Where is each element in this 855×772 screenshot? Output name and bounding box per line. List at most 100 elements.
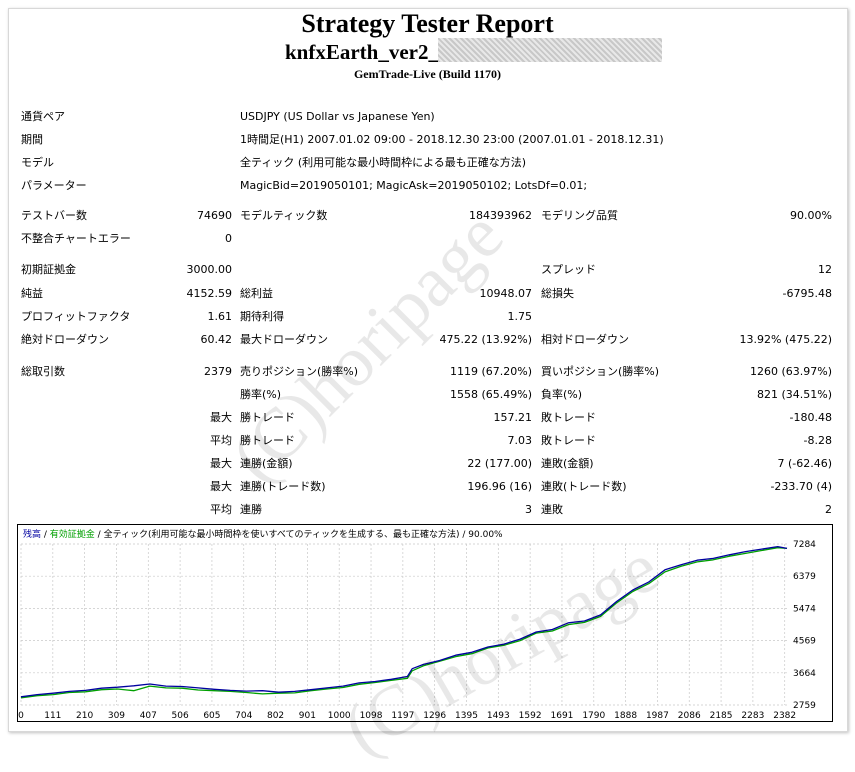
model-label: モデル <box>21 156 54 169</box>
deposit-label: 初期証拠金 <box>21 263 76 276</box>
mismatch-value: 0 <box>225 232 232 245</box>
x-tick-label: 1395 <box>455 711 478 721</box>
ea-name: knfxEarth_ver2_ <box>285 40 439 64</box>
max-consec-wins-value: 22 (177.00) <box>467 457 532 470</box>
y-tick-label: 7284 <box>793 540 816 550</box>
x-tick-label: 1888 <box>614 711 637 721</box>
long-label: 買いポジション(勝率%) <box>541 365 660 378</box>
model-value: 全ティック (利用可能な最小時間枠による最も正確な方法) <box>240 156 527 169</box>
avg-label-2: 平均 <box>210 503 232 516</box>
balance-line <box>20 545 788 698</box>
largest-win-label: 勝トレード <box>240 411 295 424</box>
avg-consec-wins-value: 3 <box>525 503 532 516</box>
legend-equity: 有効証拠金 <box>50 528 95 540</box>
y-tick-label: 4569 <box>793 637 816 647</box>
params-value: MagicBid=2019050101; MagicAsk=2019050102… <box>240 179 588 192</box>
server-name: GemTrade-Live (Build 1170) <box>353 67 502 81</box>
y-tick-label: 5474 <box>793 604 816 614</box>
rel-dd-value: 13.92% (475.22) <box>739 333 832 346</box>
trades-value: 2379 <box>204 365 232 378</box>
abs-dd-label: 絶対ドローダウン <box>21 333 109 346</box>
x-tick-label: 1987 <box>646 711 669 721</box>
max-consec-loss-label: 連敗(トレード数) <box>541 480 627 493</box>
net-value: 4152.59 <box>186 287 233 300</box>
pair-value: USDJPY (US Dollar vs Japanese Yen) <box>240 110 435 123</box>
x-tick-label: 802 <box>267 711 284 721</box>
bars-value: 74690 <box>197 209 232 222</box>
period-value: 1時間足(H1) 2007.01.02 09:00 - 2018.12.30 2… <box>240 133 664 146</box>
max-consec-profit-value: 196.96 (16) <box>467 480 532 493</box>
quality-label: モデリング品質 <box>541 209 618 222</box>
x-tick-label: 111 <box>44 711 61 721</box>
gross-loss-label: 総損失 <box>541 287 574 300</box>
x-tick-label: 0 <box>18 711 24 721</box>
abs-dd-value: 60.42 <box>200 333 233 346</box>
max-consec-profit-label: 連勝(トレード数) <box>240 480 326 493</box>
avg-label-1: 平均 <box>210 434 232 447</box>
chart-border <box>17 524 833 722</box>
x-axis-ticks: 0 111 210 309 407 506 605 704 802 901 1000 1098 1197… <box>18 711 796 721</box>
chart-grid <box>20 543 787 706</box>
redacted-block <box>438 38 662 62</box>
avg-loss-value: -8.28 <box>803 434 832 447</box>
x-tick-label: 2283 <box>741 711 764 721</box>
spread-label: スプレッド <box>541 263 596 276</box>
expected-value: 1.75 <box>507 310 533 323</box>
avg-consec-wins-label: 連勝 <box>240 503 262 516</box>
x-tick-label: 1691 <box>551 711 574 721</box>
chart-series <box>20 545 788 699</box>
x-tick-label: 605 <box>203 711 220 721</box>
avg-win-label: 勝トレード <box>240 434 295 447</box>
x-tick-label: 2086 <box>678 711 701 721</box>
legend-balance: 残高 <box>23 528 41 540</box>
period-label: 期間 <box>21 133 43 146</box>
x-tick-label: 901 <box>299 711 316 721</box>
loss-label: 負率(%) <box>541 388 583 401</box>
x-tick-label: 1197 <box>391 711 414 721</box>
legend-quality: 90.00% <box>468 530 503 540</box>
max-consec-losses-value: 7 (-62.46) <box>777 457 832 470</box>
avg-consec-losses-label: 連敗 <box>541 503 563 516</box>
y-axis-ticks: 7284 6379 5474 4569 3664 2759 <box>793 540 816 711</box>
x-tick-label: 309 <box>108 711 125 721</box>
loss-value: 821 (34.51%) <box>756 388 832 401</box>
mismatch-label: 不整合チャートエラー <box>21 232 131 245</box>
max-dd-label: 最大ドローダウン <box>240 333 328 346</box>
x-tick-label: 210 <box>76 711 93 721</box>
params-label: パラメーター <box>21 179 87 192</box>
max-consec-loss-value: -233.70 (4) <box>770 480 832 493</box>
y-tick-label: 2759 <box>793 701 816 711</box>
max-dd-value: 475.22 (13.92%) <box>439 333 532 346</box>
long-value: 1260 (63.97%) <box>749 365 832 378</box>
max-label-1: 最大 <box>210 411 232 424</box>
x-tick-label: 506 <box>172 711 189 721</box>
win-label: 勝率(%) <box>240 388 282 401</box>
largest-loss-value: -180.48 <box>789 411 832 424</box>
x-tick-label: 2185 <box>710 711 733 721</box>
largest-win-value: 157.21 <box>493 411 533 424</box>
ticks-value: 184393962 <box>469 209 532 222</box>
deposit-value: 3000.00 <box>186 263 233 276</box>
largest-loss-label: 敗トレード <box>541 411 596 424</box>
y-tick-label: 3664 <box>793 669 816 679</box>
pf-label: プロフィットファクタ <box>21 310 131 323</box>
max-label-2: 最大 <box>210 457 232 470</box>
x-tick-label: 407 <box>140 711 157 721</box>
x-tick-label: 1296 <box>423 711 446 721</box>
chart-legend: 残高 / 有効証拠金 / 全ティック(利用可能な最小時間枠を使いすべてのティック… <box>23 528 503 540</box>
x-tick-label: 1000 <box>328 711 351 721</box>
x-tick-label: 1790 <box>582 711 605 721</box>
gross-profit-value: 10948.07 <box>479 287 533 300</box>
legend-mode: 全ティック(利用可能な最小時間枠を使いすべてのティックを生成する、最も正確な方法… <box>104 528 460 540</box>
max-consec-losses-label: 連敗(金額) <box>541 457 594 470</box>
x-tick-label: 704 <box>235 711 252 721</box>
quality-value: 90.00% <box>790 209 832 222</box>
x-tick-label: 2382 <box>773 711 796 721</box>
x-tick-label: 1493 <box>487 711 510 721</box>
x-tick-label: 1592 <box>519 711 542 721</box>
expected-label: 期待利得 <box>240 310 284 323</box>
net-label: 純益 <box>21 287 43 300</box>
short-value: 1119 (67.20%) <box>449 365 532 378</box>
max-label-3: 最大 <box>210 480 232 493</box>
pf-value: 1.61 <box>207 310 233 323</box>
